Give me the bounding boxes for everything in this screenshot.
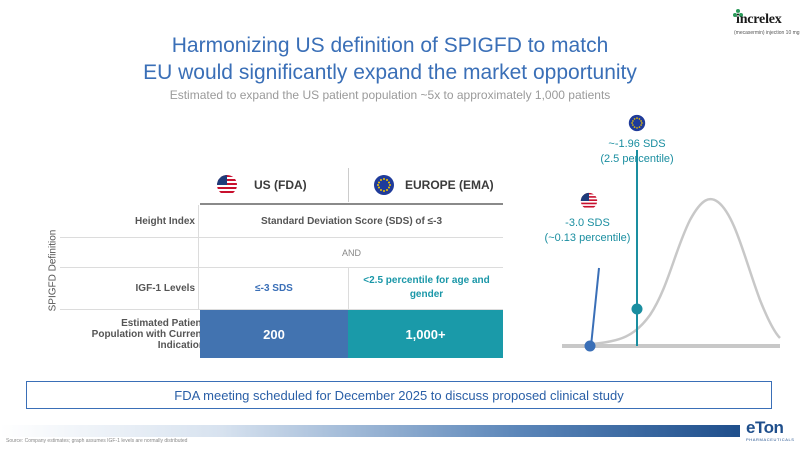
cell-population-us: 200: [200, 310, 348, 358]
fda-meeting-banner: FDA meeting scheduled for December 2025 …: [26, 381, 772, 409]
eu-threshold-annotation: ~-1.96 SDS (2.5 percentile): [580, 137, 694, 167]
us-header-label: US (FDA): [254, 178, 307, 192]
us-threshold-line: [590, 267, 600, 347]
cell-height-value: Standard Deviation Score (SDS) of ≤-3: [260, 215, 443, 227]
grid-line: [60, 267, 503, 268]
eu-annotation-sds: ~-1.96 SDS: [608, 138, 666, 150]
row-label-height: Height Index: [134, 215, 195, 227]
increlex-brand: increlex: [736, 12, 782, 27]
eu-header-label: EUROPE (EMA): [405, 178, 494, 192]
grid-line: [60, 309, 503, 310]
us-annotation-sds: -3.0 SDS: [565, 217, 610, 229]
us-threshold-point: [584, 340, 596, 352]
header-eu: EUROPE (EMA): [348, 168, 503, 202]
us-flag-icon: [580, 192, 598, 210]
title-line-2: EU would significantly expand the market…: [143, 61, 637, 84]
cell-and: AND: [341, 247, 361, 258]
grid-line: [348, 268, 349, 309]
row-label-population: Estimated Patient Population with Curren…: [91, 317, 205, 351]
row-label-igf: IGF-1 Levels: [135, 282, 195, 294]
table-side-label: SPIGFD Definition: [47, 229, 59, 312]
us-flag-icon: [217, 175, 237, 195]
grid-line: [60, 237, 503, 238]
header-divider: [200, 203, 503, 205]
us-threshold-annotation: -3.0 SDS (~0.13 percentile): [530, 216, 645, 246]
banner-text: FDA meeting scheduled for December 2025 …: [174, 387, 624, 403]
eton-logo: eTon PHARMACEUTICALS: [744, 418, 796, 446]
cell-igf-eu: <2.5 percentile for age and gender: [363, 275, 490, 300]
eu-flag-icon: [628, 114, 646, 132]
header-us: US (FDA): [200, 168, 348, 202]
title-line-1: Harmonizing US definition of SPIGFD to m…: [171, 34, 609, 57]
normal-curve: [589, 197, 781, 346]
eton-sub: PHARMACEUTICALS: [746, 437, 795, 442]
increlex-sub: (mecasermin) injection 10 mg: [734, 30, 800, 36]
cell-igf-us: ≤-3 SDS: [255, 282, 293, 294]
cell-population-eu: 1,000+: [348, 310, 503, 358]
eu-flag-icon: [374, 175, 394, 195]
normal-curve-graph: [562, 150, 781, 352]
eu-annotation-percentile: (2.5 percentile): [600, 153, 674, 165]
us-annotation-percentile: (~0.13 percentile): [544, 232, 631, 244]
page-title: Harmonizing US definition of SPIGFD to m…: [100, 32, 680, 86]
flower-icon: [733, 9, 743, 17]
grid-line: [198, 205, 199, 309]
eton-name: eTon: [746, 418, 784, 437]
footer-bar: [0, 425, 740, 437]
source-note: Source: Company estimates; graph assumes…: [6, 438, 188, 444]
eu-threshold-point: [631, 303, 643, 315]
increlex-logo: increlex (mecasermin) injection 10 mg: [728, 6, 800, 42]
page-subtitle: Estimated to expand the US patient popul…: [169, 88, 611, 102]
